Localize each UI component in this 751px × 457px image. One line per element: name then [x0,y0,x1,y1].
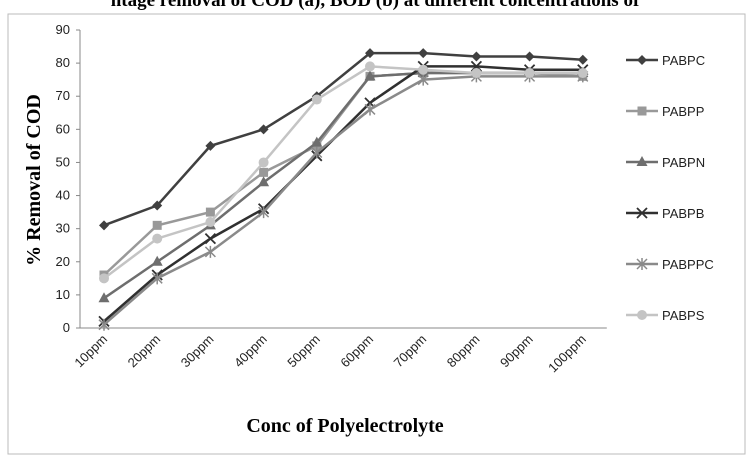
y-tick-label: 20 [56,254,70,269]
point [258,157,269,168]
legend-label: PABPN [662,155,705,170]
legend-marker [637,106,647,116]
point [417,73,429,86]
y-tick-label: 70 [56,88,70,103]
point [311,146,323,159]
y-tick-label: 90 [56,22,70,37]
x-tick-label: 50ppm [284,332,323,371]
point [365,48,375,59]
x-tick-label: 60ppm [337,332,376,371]
point [258,206,270,219]
legend-label: PABPC [662,53,705,68]
y-tick-label: 30 [56,221,70,236]
point [99,220,109,231]
x-tick-label: 100ppm [545,332,589,376]
x-axis-label: Conc of Polyelectrolyte [246,415,443,437]
point [99,273,109,284]
point [524,51,535,62]
point [364,70,376,81]
x-tick-label: 20ppm [125,332,164,371]
legend-label: PABPPC [662,257,714,272]
point [98,318,110,331]
series-line [103,71,583,276]
point [364,103,376,116]
point [205,217,216,228]
point [152,200,163,211]
legend-label: PABPP [662,104,704,119]
legend-label: PABPS [662,308,705,323]
series-line [103,75,583,326]
y-tick-label: 50 [56,154,70,169]
x-tick-label: 90ppm [497,332,536,371]
point [152,233,163,244]
legend-marker [636,156,648,166]
legend-marker [636,207,648,219]
point [365,61,375,72]
point [524,68,535,79]
chart-frame [7,13,746,455]
point [259,167,269,177]
point [151,272,163,285]
y-tick-label: 40 [56,188,70,203]
x-tick-label: 80ppm [444,332,483,371]
legend-marker [637,55,647,65]
point [418,48,429,59]
point [205,207,215,217]
y-tick-label: 10 [56,287,70,302]
y-axis-label: % Removal of COD [23,94,45,266]
point [311,136,323,147]
x-tick-label: 40ppm [231,332,270,371]
point [311,94,322,105]
y-tick-label: 80 [56,55,70,70]
point [577,54,588,65]
y-tick-label: 0 [63,320,70,335]
series-line [103,65,583,323]
point [152,220,162,230]
point [471,68,482,79]
point [151,255,163,266]
x-tick-label: 10ppm [71,332,110,371]
point [204,245,216,258]
legend-marker [637,310,647,320]
point [258,176,270,187]
point [471,51,482,62]
point [418,64,429,75]
point [258,124,269,135]
legend-label: PABPB [662,206,704,221]
y-tick-label: 60 [56,121,70,136]
point [577,68,588,79]
point [205,140,216,151]
point [98,292,110,303]
x-tick-label: 70ppm [391,332,430,371]
series-line [103,51,583,227]
legend-marker [636,258,648,270]
x-tick-label: 30ppm [178,332,217,371]
point [204,232,217,245]
series-line [103,65,583,280]
chart-title: ntage removal of COD (a), BOD (b) at dif… [111,0,640,11]
